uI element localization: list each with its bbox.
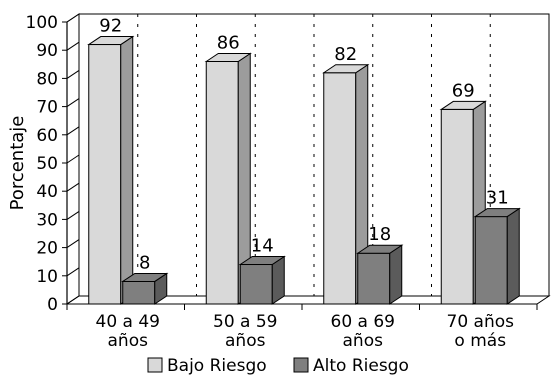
legend-swatch-alto [293, 357, 309, 373]
y-tick-label: 50 [36, 154, 58, 174]
data-label: 86 [217, 32, 240, 53]
y-tick-label: 60 [36, 126, 58, 146]
bar-alto-front [474, 216, 508, 305]
y-axis-title: Porcentaje [7, 116, 28, 211]
x-tick-label: 50 a 59 [213, 312, 278, 332]
y-tick-depth [66, 154, 80, 164]
y-tick-depth [66, 267, 80, 277]
x-tick-label: 70 años [447, 312, 515, 332]
data-label: 92 [99, 16, 122, 37]
y-tick-label: 20 [36, 239, 58, 259]
y-tick-label: 30 [36, 210, 58, 230]
data-label: 18 [368, 224, 391, 245]
y-tick-depth [66, 210, 80, 220]
data-label: 69 [452, 80, 475, 101]
legend-swatch-bajo [147, 357, 163, 373]
bar-bajo-top [439, 100, 487, 110]
bar-alto-top [356, 244, 404, 254]
y-tick-label: 10 [36, 267, 58, 287]
y-tick-depth [66, 182, 80, 192]
data-label: 82 [334, 44, 357, 65]
x-tick-label: o más [454, 331, 506, 351]
x-tick-label: años [108, 331, 149, 351]
y-tick-depth [66, 239, 80, 249]
legend-label-alto: Alto Riesgo [313, 356, 409, 376]
y-tick-depth [66, 98, 80, 108]
y-tick-label: 100 [26, 13, 58, 33]
bar-bajo-front [88, 44, 122, 305]
bar-alto-side [506, 207, 520, 305]
x-tick-label: 60 a 69 [331, 312, 396, 332]
bar-alto-front [357, 252, 391, 305]
y-tick-label: 40 [36, 182, 58, 202]
bar-alto-top [238, 256, 286, 266]
y-tick-label: 90 [36, 41, 58, 61]
bar-bajo-front [440, 108, 474, 305]
y-tick-depth [66, 41, 80, 51]
bar-bajo-top [322, 64, 370, 74]
y-tick-depth [66, 295, 80, 305]
bar-bajo-side [120, 35, 134, 305]
bar-alto-front [239, 264, 273, 305]
x-tick-label: 40 a 49 [96, 312, 161, 332]
bar-alto-front [122, 280, 156, 305]
data-label: 31 [486, 188, 509, 209]
y-tick-depth [66, 13, 80, 23]
data-label: 14 [251, 236, 274, 257]
y-tick-depth [66, 126, 80, 136]
bar-alto-top [121, 272, 169, 282]
y-tick-label: 70 [36, 98, 58, 118]
y-tick-depth [66, 69, 80, 79]
data-label: 8 [139, 252, 150, 273]
y-tick-label: 0 [47, 295, 58, 315]
y-tick-label: 80 [36, 69, 58, 89]
bar-bajo-top [204, 52, 252, 62]
bar-alto-top [473, 208, 521, 218]
bar-bajo-front [323, 72, 357, 305]
x-tick-label: años [225, 331, 266, 351]
x-tick-label: años [343, 331, 384, 351]
bar-bajo-top [87, 36, 135, 46]
bar-alto-side [389, 244, 403, 305]
legend-label-bajo: Bajo Riesgo [167, 356, 267, 376]
bar-bajo-front [205, 60, 239, 305]
